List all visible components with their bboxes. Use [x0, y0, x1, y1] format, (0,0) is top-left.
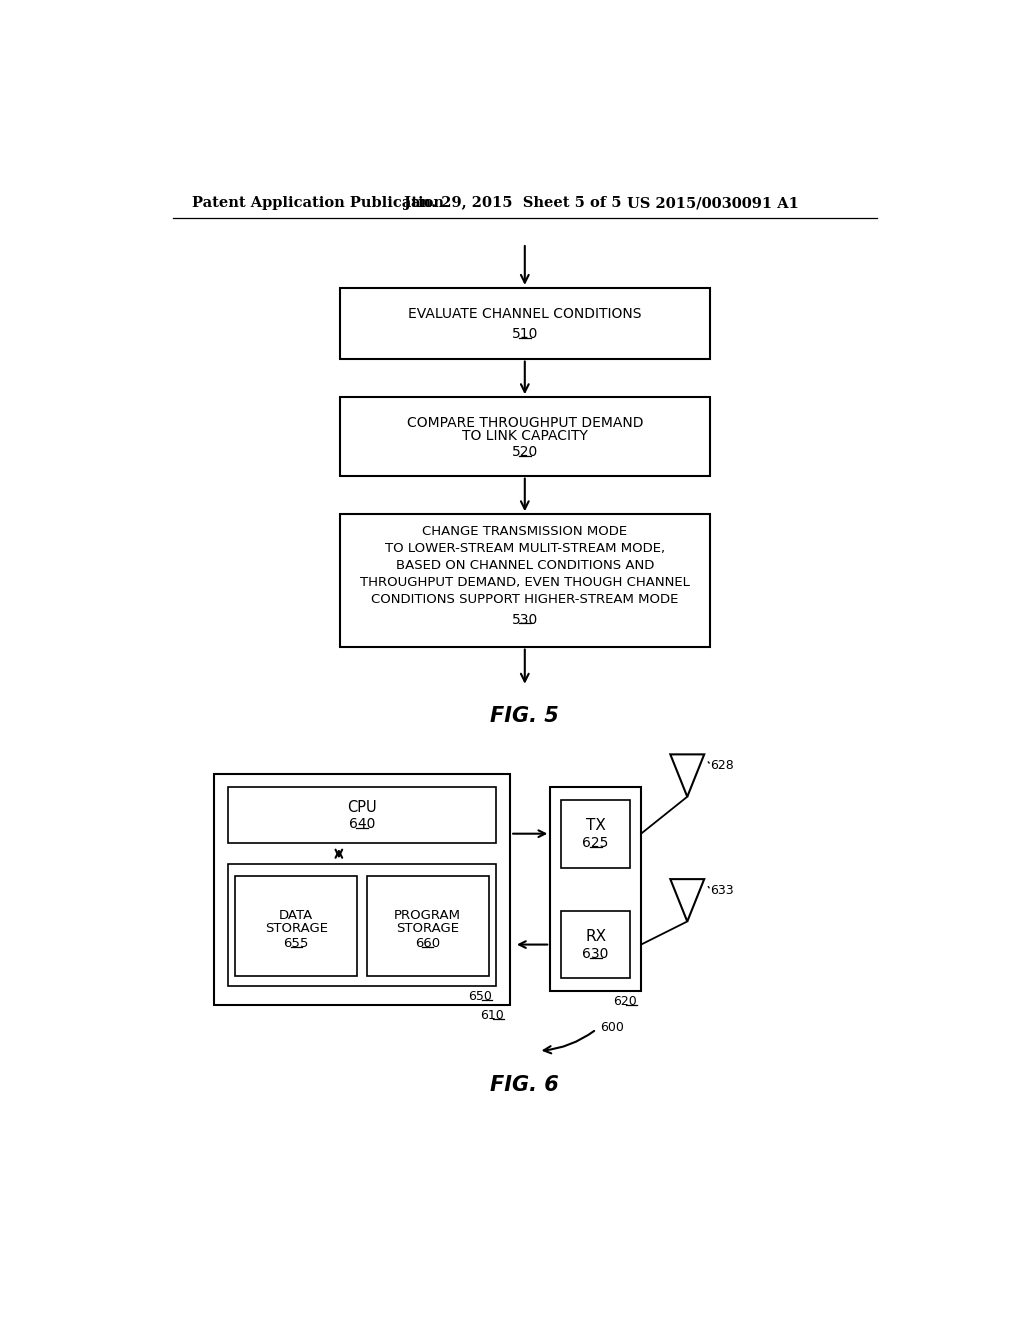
Bar	[367, 876, 488, 977]
Bar	[214, 774, 510, 1005]
Text: COMPARE THROUGHPUT DEMAND: COMPARE THROUGHPUT DEMAND	[407, 416, 643, 429]
Text: 633: 633	[711, 884, 734, 898]
Text: 630: 630	[583, 946, 609, 961]
Text: Patent Application Publication: Patent Application Publication	[193, 197, 444, 210]
Text: THROUGHPUT DEMAND, EVEN THOUGH CHANNEL: THROUGHPUT DEMAND, EVEN THOUGH CHANNEL	[359, 576, 690, 589]
Text: TO LOWER-STREAM MULIT-STREAM MODE,: TO LOWER-STREAM MULIT-STREAM MODE,	[385, 543, 665, 556]
Text: 660: 660	[415, 936, 440, 949]
Text: 620: 620	[613, 995, 637, 1008]
Bar	[236, 876, 357, 977]
Text: US 2015/0030091 A1: US 2015/0030091 A1	[628, 197, 799, 210]
Text: FIG. 6: FIG. 6	[490, 1076, 559, 1096]
Text: 520: 520	[512, 445, 538, 459]
Bar	[340, 515, 710, 647]
Text: DATA: DATA	[280, 908, 313, 921]
Text: CONDITIONS SUPPORT HIGHER-STREAM MODE: CONDITIONS SUPPORT HIGHER-STREAM MODE	[371, 593, 679, 606]
Bar	[561, 800, 631, 867]
Text: RX: RX	[585, 929, 606, 944]
Bar	[227, 788, 497, 843]
Text: 650: 650	[469, 990, 493, 1003]
Text: 610: 610	[480, 1008, 504, 1022]
Text: 510: 510	[512, 327, 538, 341]
Text: TO LINK CAPACITY: TO LINK CAPACITY	[462, 429, 588, 444]
Text: STORAGE: STORAGE	[265, 921, 328, 935]
Text: 628: 628	[711, 759, 734, 772]
Text: 530: 530	[512, 612, 538, 627]
Text: TX: TX	[586, 818, 605, 833]
Bar	[550, 788, 641, 991]
Bar	[340, 288, 710, 359]
Text: PROGRAM: PROGRAM	[394, 908, 461, 921]
Text: BASED ON CHANNEL CONDITIONS AND: BASED ON CHANNEL CONDITIONS AND	[395, 560, 654, 573]
Text: EVALUATE CHANNEL CONDITIONS: EVALUATE CHANNEL CONDITIONS	[408, 308, 642, 321]
Text: CHANGE TRANSMISSION MODE: CHANGE TRANSMISSION MODE	[422, 525, 628, 539]
Text: CPU: CPU	[347, 800, 377, 814]
Bar	[561, 911, 631, 978]
Bar	[227, 865, 497, 986]
Text: 625: 625	[583, 836, 609, 850]
Text: 655: 655	[284, 936, 309, 949]
Text: STORAGE: STORAGE	[396, 921, 459, 935]
Text: 600: 600	[600, 1022, 625, 1035]
Text: 640: 640	[349, 817, 375, 832]
Bar	[340, 397, 710, 475]
Text: FIG. 5: FIG. 5	[490, 706, 559, 726]
Text: Jan. 29, 2015  Sheet 5 of 5: Jan. 29, 2015 Sheet 5 of 5	[403, 197, 622, 210]
